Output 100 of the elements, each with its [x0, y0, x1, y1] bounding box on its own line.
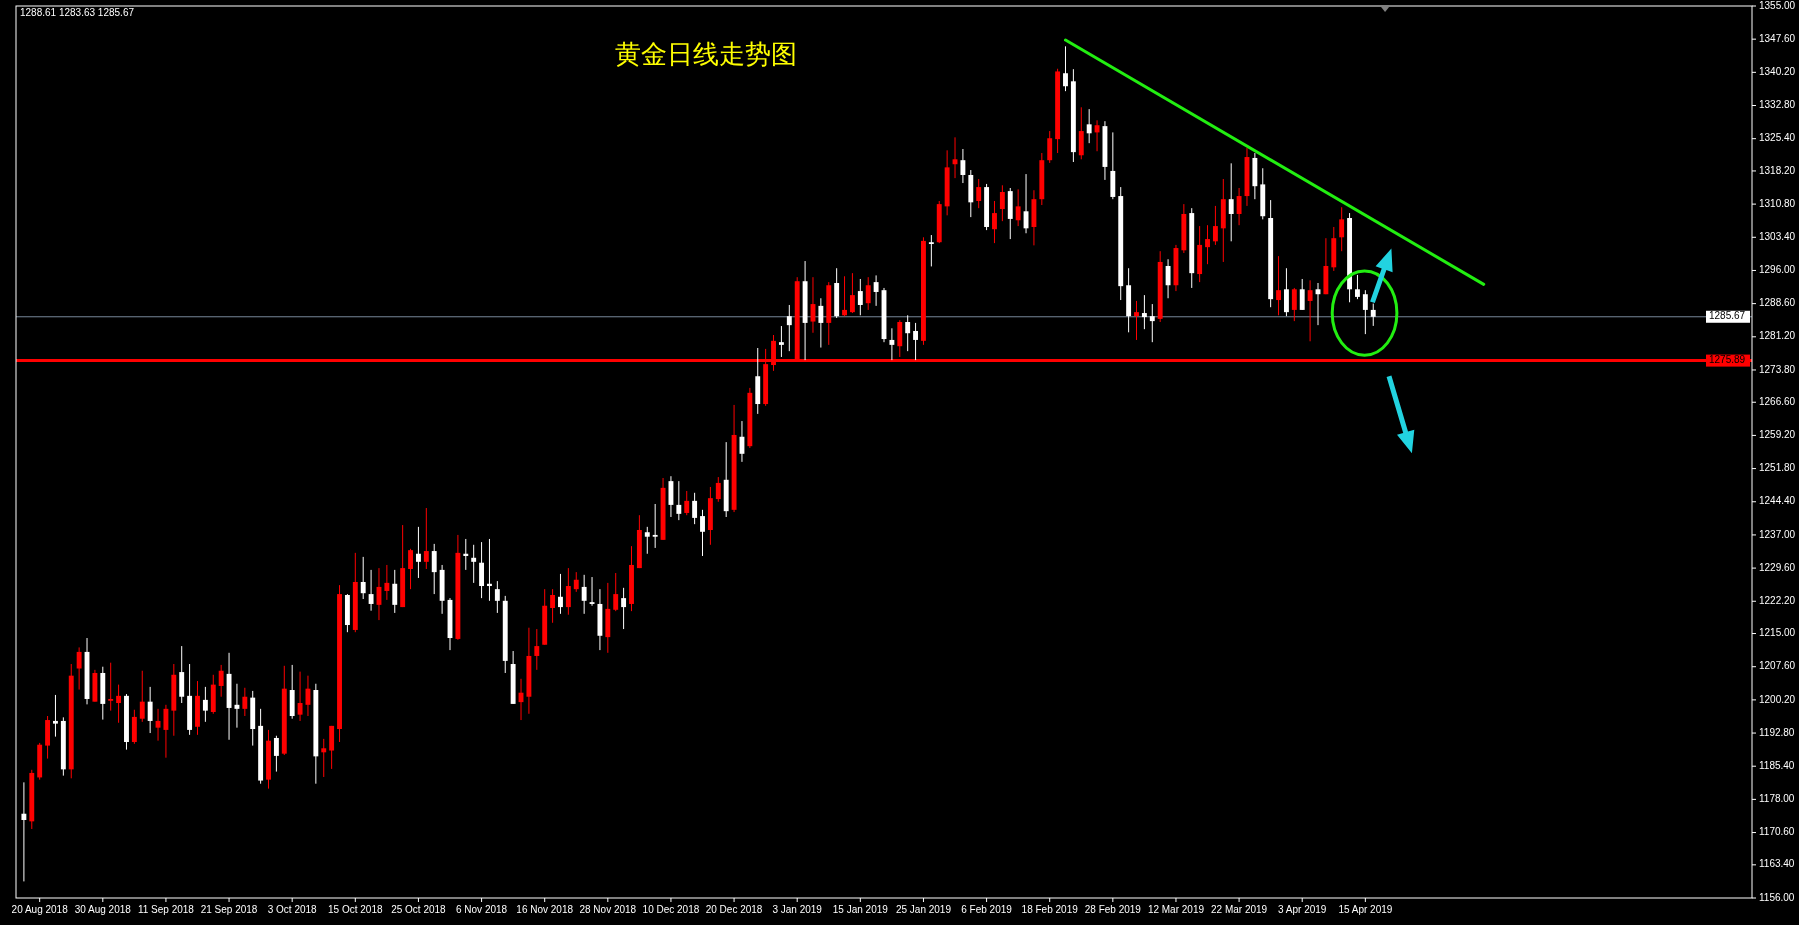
y-tick-label: 1332.80	[1759, 99, 1796, 111]
candlestick	[644, 526, 650, 555]
y-tick-label: 1281.20	[1759, 330, 1796, 342]
y-tick-label: 1156.00	[1759, 891, 1795, 903]
candlestick	[53, 694, 58, 738]
y-tick-label: 1303.40	[1759, 230, 1796, 242]
candlestick	[1205, 224, 1210, 265]
x-tick-label: 6 Nov 2018	[455, 904, 508, 915]
y-tick-label: 1237.00	[1759, 528, 1796, 540]
y-tick-label: 1215.00	[1759, 627, 1796, 639]
candlestick	[786, 304, 792, 352]
candlestick	[494, 580, 500, 614]
y-tick-label: 1355.00	[1759, 0, 1796, 11]
candlestick	[715, 476, 721, 503]
candlestick	[692, 492, 698, 525]
y-tick-label: 1185.40	[1759, 759, 1795, 771]
x-tick-label: 3 Oct 2018	[267, 904, 318, 915]
y-tick-label: 1163.40	[1759, 858, 1795, 870]
candlestick	[116, 684, 122, 724]
candlestick	[818, 297, 824, 349]
ref-line-label: 1285.67	[1709, 310, 1746, 322]
y-tick-label: 1244.40	[1759, 495, 1796, 507]
candlestick	[1212, 205, 1218, 246]
candlestick	[550, 588, 556, 624]
candlestick	[415, 526, 421, 579]
candlestick	[234, 683, 240, 729]
y-tick-label: 1288.60	[1759, 297, 1796, 309]
candlestick	[581, 574, 587, 615]
candlestick	[534, 628, 540, 671]
candlestick	[368, 569, 374, 612]
candlestick	[960, 148, 966, 184]
candlestick	[1276, 255, 1281, 316]
x-tick-label: 3 Jan 2019	[772, 904, 823, 915]
y-tick-label: 1200.20	[1759, 693, 1796, 705]
candlestick	[668, 475, 674, 518]
x-tick-label: 16 Nov 2018	[516, 904, 574, 915]
candlestick	[905, 314, 911, 352]
candlestick	[1362, 289, 1368, 335]
candlestick	[976, 178, 982, 209]
candlestick	[573, 571, 579, 593]
x-tick-label: 25 Jan 2019	[895, 904, 952, 915]
candlestick	[849, 272, 855, 314]
candlestick	[1015, 188, 1021, 227]
candlestick	[684, 490, 690, 516]
candlestick	[392, 569, 398, 614]
candlestick	[1299, 278, 1305, 311]
candlestick	[21, 781, 27, 882]
candlestick	[423, 507, 429, 570]
candlestick	[108, 662, 114, 712]
candlestick	[652, 503, 658, 549]
x-tick-label: 25 Oct 2018	[391, 904, 447, 915]
candlestick	[621, 587, 627, 630]
y-tick-label: 1266.60	[1759, 395, 1796, 407]
candlestick	[321, 738, 327, 778]
x-tick-label: 15 Oct 2018	[328, 904, 383, 915]
candlestick	[1134, 300, 1139, 341]
x-tick-label: 3 Apr 2019	[1278, 904, 1327, 915]
x-tick-label: 22 Mar 2019	[1211, 904, 1268, 915]
candlestick	[147, 686, 153, 734]
candlestick	[565, 567, 571, 616]
candlestick	[218, 664, 224, 698]
candlestick	[1228, 162, 1234, 242]
candlestick	[857, 278, 863, 316]
candlestick	[384, 564, 390, 601]
x-tick-label: 20 Dec 2018	[705, 904, 763, 915]
x-tick-label: 6 Feb 2019	[961, 904, 1013, 915]
candlestick	[431, 543, 437, 595]
y-tick-label: 1347.60	[1759, 32, 1796, 44]
candlestick	[408, 548, 413, 590]
y-tick-label: 1207.60	[1759, 660, 1796, 672]
y-tick-label: 1222.20	[1759, 594, 1796, 606]
candlestick	[1094, 119, 1100, 152]
candlestick	[1291, 287, 1297, 322]
candlestick	[873, 274, 879, 307]
text: 黄金日线走势图	[615, 39, 797, 69]
x-tick-label: 15 Apr 2019	[1338, 904, 1393, 915]
candlestick	[992, 200, 997, 244]
candlestick	[163, 704, 169, 759]
candlestick	[479, 541, 485, 599]
candlestick	[700, 509, 705, 557]
candlestick	[1149, 303, 1155, 343]
candlestick	[139, 670, 145, 723]
x-tick-label: 18 Feb 2019	[1021, 904, 1079, 915]
candlestick	[778, 325, 784, 358]
candlestick	[1165, 258, 1171, 299]
y-tick-label: 1170.60	[1759, 826, 1795, 838]
y-tick-label: 1310.80	[1759, 197, 1796, 209]
y-tick-label: 1251.80	[1759, 462, 1796, 474]
candlestick	[360, 556, 366, 600]
y-tick-label: 1273.80	[1759, 363, 1796, 375]
y-tick-label: 1192.80	[1759, 726, 1795, 738]
x-tick-label: 20 Aug 2018	[11, 904, 69, 915]
y-tick-label: 1259.20	[1759, 429, 1796, 441]
candlestick	[613, 572, 619, 612]
candlestick	[913, 322, 919, 361]
candlestick	[1047, 130, 1053, 164]
x-tick-label: 28 Feb 2019	[1084, 904, 1142, 915]
candlestick	[842, 275, 847, 317]
candlestick	[889, 327, 895, 361]
candlestick	[471, 544, 477, 584]
